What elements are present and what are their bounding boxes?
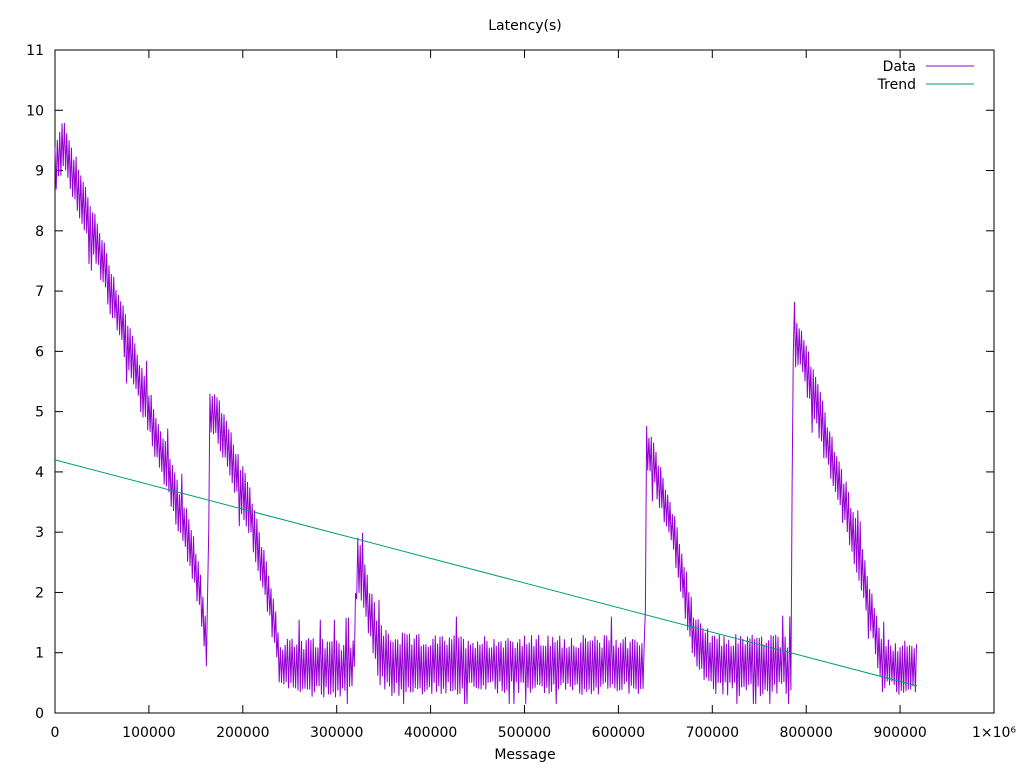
- y-tick-label: 0: [35, 706, 44, 722]
- x-tick-label: 100000: [122, 725, 175, 741]
- x-tick-label: 0: [51, 725, 60, 741]
- y-tick-label: 2: [35, 585, 44, 601]
- y-tick-label: 3: [35, 525, 44, 541]
- legend-label-trend: Trend: [877, 77, 916, 93]
- legend-label-data: Data: [883, 59, 916, 75]
- y-tick-label: 4: [35, 465, 44, 481]
- legend: Data Trend: [877, 59, 974, 93]
- y-tick-label: 10: [26, 103, 44, 119]
- x-tick-label: 400000: [404, 725, 457, 741]
- x-axis: 0 100000 200000 300000 400000 500000 600000 700…: [51, 50, 1016, 741]
- x-tick-label: 700000: [686, 725, 739, 741]
- y-tick-label: 11: [26, 43, 44, 59]
- x-tick-label: 300000: [310, 725, 363, 741]
- x-tick-label: 900000: [873, 725, 926, 741]
- x-tick-label: 1×10⁶: [972, 725, 1016, 741]
- y-tick-label: 1: [35, 646, 44, 662]
- chart-title: Latency(s): [488, 18, 562, 34]
- x-tick-label: 200000: [216, 725, 269, 741]
- y-tick-label: 6: [35, 344, 44, 360]
- x-tick-label: 500000: [498, 725, 551, 741]
- series-data-line: [54, 122, 917, 705]
- x-axis-label: Message: [494, 747, 555, 763]
- y-tick-label: 9: [35, 164, 44, 180]
- x-tick-label: 600000: [592, 725, 645, 741]
- series-layer: [54, 122, 918, 705]
- series-trend-line: [54, 459, 918, 687]
- y-axis: 0 1 2 3 4 5 6 7 8 9 10 11: [26, 43, 994, 722]
- x-tick-label: 800000: [779, 725, 832, 741]
- y-tick-label: 7: [35, 284, 44, 300]
- y-tick-label: 5: [35, 405, 44, 421]
- y-tick-label: 8: [35, 224, 44, 240]
